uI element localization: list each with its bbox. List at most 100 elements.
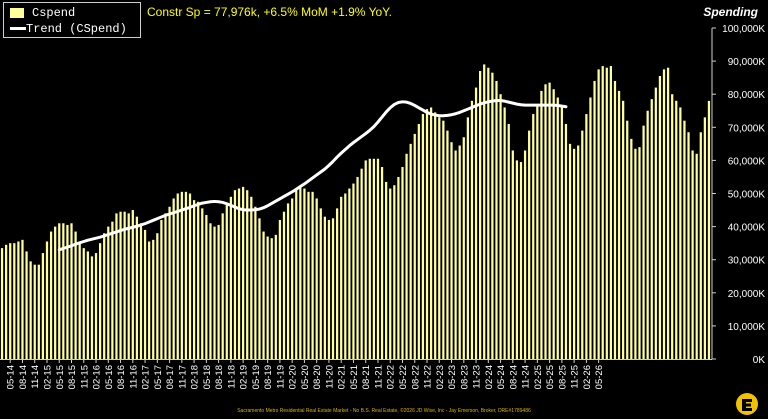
bar-series-cspend bbox=[0, 64, 711, 360]
x-tick-label: 11-22 bbox=[423, 365, 434, 389]
footer-credit: Sacramento Metro Residential Real Estate… bbox=[237, 408, 531, 414]
y-tick-label: 80,000K bbox=[728, 90, 766, 101]
bar bbox=[405, 153, 408, 359]
bar bbox=[229, 196, 232, 359]
bar bbox=[54, 226, 57, 359]
x-tick-label: 02-18 bbox=[190, 365, 201, 389]
legend-swatch-line bbox=[10, 27, 26, 31]
x-tick-label: 08-21 bbox=[361, 365, 372, 389]
y-tick-label: 20,000K bbox=[728, 289, 766, 300]
bar bbox=[327, 219, 331, 359]
bar bbox=[397, 176, 400, 359]
bar bbox=[119, 211, 122, 359]
x-tick-label: 08-14 bbox=[18, 365, 29, 389]
bar bbox=[552, 89, 555, 360]
bar bbox=[254, 206, 257, 359]
x-tick-label: 11-20 bbox=[324, 365, 335, 389]
x-tick-label: 05-26 bbox=[594, 365, 605, 389]
bar bbox=[380, 167, 384, 359]
x-tick-label: 02-19 bbox=[239, 365, 250, 389]
bar bbox=[474, 87, 478, 359]
bar bbox=[458, 145, 461, 359]
bar bbox=[617, 90, 621, 359]
bar bbox=[0, 248, 4, 359]
x-tick-label: 08-24 bbox=[508, 365, 519, 389]
bar bbox=[278, 219, 282, 359]
x-tick-label: 11-17 bbox=[177, 365, 188, 389]
bar bbox=[679, 107, 682, 359]
y-tick-label: 30,000K bbox=[728, 256, 766, 267]
bar bbox=[291, 198, 294, 359]
trend-line bbox=[57, 98, 568, 252]
bar bbox=[286, 203, 290, 359]
bar bbox=[450, 142, 453, 359]
bar bbox=[131, 210, 134, 359]
y-tick-label: 70,000K bbox=[728, 123, 766, 134]
bar bbox=[691, 150, 694, 359]
x-tick-label: 05-21 bbox=[349, 365, 360, 389]
bar bbox=[352, 183, 355, 359]
x-tick-label: 05-22 bbox=[398, 365, 409, 389]
bar bbox=[90, 256, 94, 359]
bar bbox=[66, 224, 69, 359]
legend-item-cspend: Cspend bbox=[10, 5, 75, 21]
bar bbox=[58, 223, 61, 359]
bar bbox=[21, 239, 24, 359]
x-tick-label: 11-24 bbox=[521, 365, 532, 389]
bar bbox=[135, 216, 139, 359]
legend-label-cspend: Cspend bbox=[32, 6, 76, 20]
bar bbox=[221, 213, 224, 359]
x-tick-label: 11-21 bbox=[373, 365, 384, 389]
bar bbox=[103, 233, 106, 359]
bar bbox=[642, 125, 645, 360]
bar bbox=[360, 168, 363, 359]
bar bbox=[666, 67, 670, 359]
bar bbox=[111, 221, 114, 359]
bar bbox=[662, 69, 666, 360]
bar bbox=[589, 97, 592, 359]
bar bbox=[70, 223, 73, 359]
bar bbox=[548, 82, 551, 360]
bar bbox=[703, 117, 706, 360]
x-axis: 05-14 08-14 11-14 02-15 05-15 08-15 11-15 02-16… bbox=[0, 359, 712, 389]
bar bbox=[425, 109, 429, 359]
bar bbox=[409, 143, 412, 359]
x-tick-label: 11-23 bbox=[472, 365, 483, 389]
bar bbox=[389, 188, 392, 359]
bar bbox=[160, 219, 163, 359]
bar bbox=[511, 150, 514, 359]
bar bbox=[41, 253, 45, 359]
bar bbox=[201, 208, 204, 359]
bar bbox=[348, 188, 351, 359]
bar bbox=[519, 162, 523, 359]
bar bbox=[577, 145, 580, 359]
bar bbox=[172, 198, 175, 359]
bar bbox=[184, 191, 188, 359]
x-tick-label: 05-17 bbox=[153, 365, 164, 389]
bar bbox=[536, 104, 539, 359]
bar bbox=[687, 132, 690, 359]
bar bbox=[564, 123, 568, 360]
bar bbox=[613, 80, 617, 360]
x-tick-label: 08-25 bbox=[557, 365, 568, 389]
x-tick-label: 02-17 bbox=[141, 365, 152, 389]
legend-label-trend: Trend (CSpend) bbox=[26, 22, 127, 36]
x-tick-label: 08-17 bbox=[165, 365, 176, 389]
bar bbox=[25, 251, 28, 359]
bar bbox=[315, 198, 318, 359]
bar bbox=[609, 66, 613, 359]
bar bbox=[605, 67, 608, 359]
x-tick-label: 05-14 bbox=[6, 365, 17, 389]
x-tick-label: 05-15 bbox=[55, 365, 66, 389]
bar bbox=[491, 72, 494, 359]
bar bbox=[454, 150, 457, 359]
y-tick-label: 40,000K bbox=[728, 223, 766, 234]
x-tick-label: 08-22 bbox=[410, 365, 421, 389]
bar bbox=[515, 160, 519, 359]
bar bbox=[274, 234, 277, 360]
bar bbox=[86, 251, 89, 359]
bar bbox=[213, 226, 216, 359]
bar bbox=[528, 130, 531, 359]
bar bbox=[421, 114, 425, 359]
bar bbox=[262, 231, 265, 359]
